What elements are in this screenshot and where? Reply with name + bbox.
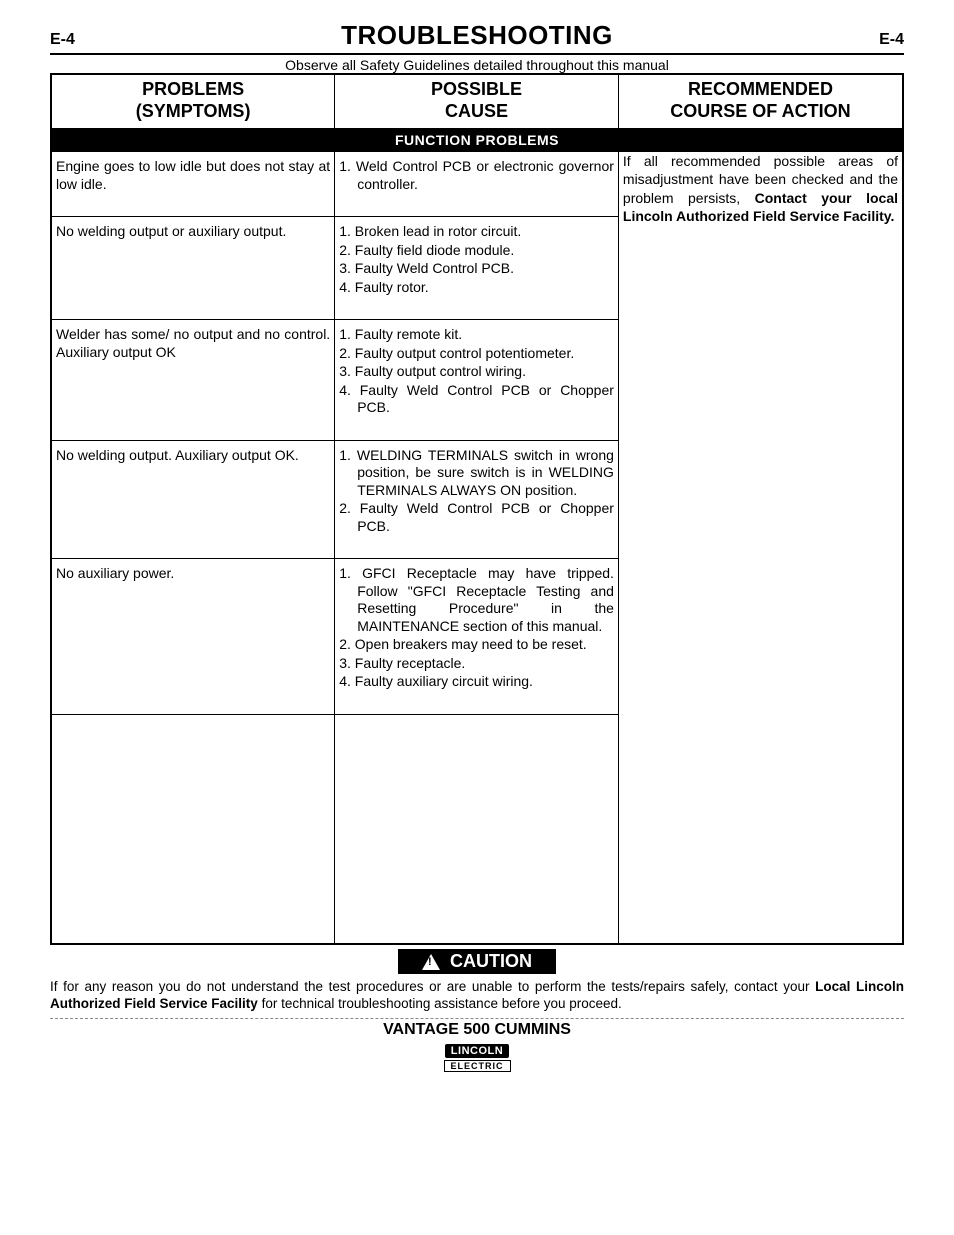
cause-item: 4. Faulty rotor. [339, 279, 614, 297]
page-code-left: E-4 [50, 31, 75, 49]
problem-cell: No welding output. Auxiliary output OK. [51, 440, 335, 559]
table-row: Engine goes to low idle but does not sta… [51, 152, 903, 217]
cause-list: 1. Broken lead in rotor circuit. 2. Faul… [339, 223, 614, 296]
header-recommended-l1: RECOMMENDED [688, 79, 833, 99]
caution-label: CAUTION [450, 951, 532, 972]
brand-sub: ELECTRIC [444, 1060, 511, 1072]
header-problems: PROBLEMS (SYMPTOMS) [51, 74, 335, 129]
cause-cell: 1. WELDING TERMINALS switch in wrong pos… [335, 440, 619, 559]
brand-logo: LINCOLN [445, 1044, 509, 1058]
cause-item: 2. Faulty output control potentiometer. [339, 345, 614, 363]
cause-cell: 1. Weld Control PCB or electronic govern… [335, 152, 619, 217]
cause-item: 4. Faulty Weld Control PCB or Chopper PC… [339, 382, 614, 417]
empty-problem-cell [51, 714, 335, 944]
cause-item: 1. GFCI Receptacle may have tripped. Fol… [339, 565, 614, 635]
troubleshooting-table: PROBLEMS (SYMPTOMS) POSSIBLE CAUSE RECOM… [50, 73, 904, 945]
warning-icon [422, 954, 440, 970]
cause-list: 1. GFCI Receptacle may have tripped. Fol… [339, 565, 614, 691]
header-problems-l2: (SYMPTOMS) [136, 101, 251, 121]
footer-product: VANTAGE 500 CUMMINS [50, 1021, 904, 1039]
caution-text: If for any reason you do not understand … [50, 975, 904, 1020]
header-cause-l1: POSSIBLE [431, 79, 522, 99]
header-cause-l2: CAUSE [445, 101, 508, 121]
page-title: TROUBLESHOOTING [341, 20, 613, 51]
header-cause: POSSIBLE CAUSE [335, 74, 619, 129]
cause-item: 2. Faulty Weld Control PCB or Chopper PC… [339, 500, 614, 535]
cause-list: 1. Faulty remote kit. 2. Faulty output c… [339, 326, 614, 417]
cause-list: 1. Weld Control PCB or electronic govern… [339, 158, 614, 193]
problem-cell: Welder has some/ no output and no contro… [51, 320, 335, 441]
cause-item: 3. Faulty receptacle. [339, 655, 614, 673]
cause-cell: 1. Broken lead in rotor circuit. 2. Faul… [335, 217, 619, 320]
logo-wrap: LINCOLN ELECTRIC [50, 1041, 904, 1072]
cause-item: 2. Faulty field diode module. [339, 242, 614, 260]
page-header: E-4 TROUBLESHOOTING E-4 [50, 20, 904, 55]
header-problems-l1: PROBLEMS [142, 79, 244, 99]
caution-wrap: CAUTION [50, 949, 904, 975]
problem-cell: Engine goes to low idle but does not sta… [51, 152, 335, 217]
cause-cell: 1. Faulty remote kit. 2. Faulty output c… [335, 320, 619, 441]
cause-item: 1. Weld Control PCB or electronic govern… [339, 158, 614, 193]
problem-cell: No welding output or auxiliary output. [51, 217, 335, 320]
safety-note: Observe all Safety Guidelines detailed t… [50, 55, 904, 73]
empty-cause-cell [335, 714, 619, 944]
header-recommended: RECOMMENDED COURSE OF ACTION [618, 74, 903, 129]
caution-post: for technical troubleshooting assistance… [258, 996, 622, 1011]
caution-band: CAUTION [398, 949, 556, 974]
table-header-row: PROBLEMS (SYMPTOMS) POSSIBLE CAUSE RECOM… [51, 74, 903, 129]
cause-item: 1. Broken lead in rotor circuit. [339, 223, 614, 241]
cause-cell: 1. GFCI Receptacle may have tripped. Fol… [335, 559, 619, 715]
cause-list: 1. WELDING TERMINALS switch in wrong pos… [339, 447, 614, 536]
problem-cell: No auxiliary power. [51, 559, 335, 715]
cause-item: 3. Faulty output control wiring. [339, 363, 614, 381]
cause-item: 2. Open breakers may need to be reset. [339, 636, 614, 654]
cause-item: 4. Faulty auxiliary circuit wiring. [339, 673, 614, 691]
header-recommended-l2: COURSE OF ACTION [670, 101, 850, 121]
page-code-right: E-4 [879, 31, 904, 49]
cause-item: 3. Faulty Weld Control PCB. [339, 260, 614, 278]
caution-pre: If for any reason you do not understand … [50, 979, 815, 994]
section-band: FUNCTION PROBLEMS [51, 129, 903, 152]
section-band-row: FUNCTION PROBLEMS [51, 129, 903, 152]
recommended-cell: If all recommended possible areas of mis… [618, 152, 903, 945]
cause-item: 1. Faulty remote kit. [339, 326, 614, 344]
cause-item: 1. WELDING TERMINALS switch in wrong pos… [339, 447, 614, 500]
